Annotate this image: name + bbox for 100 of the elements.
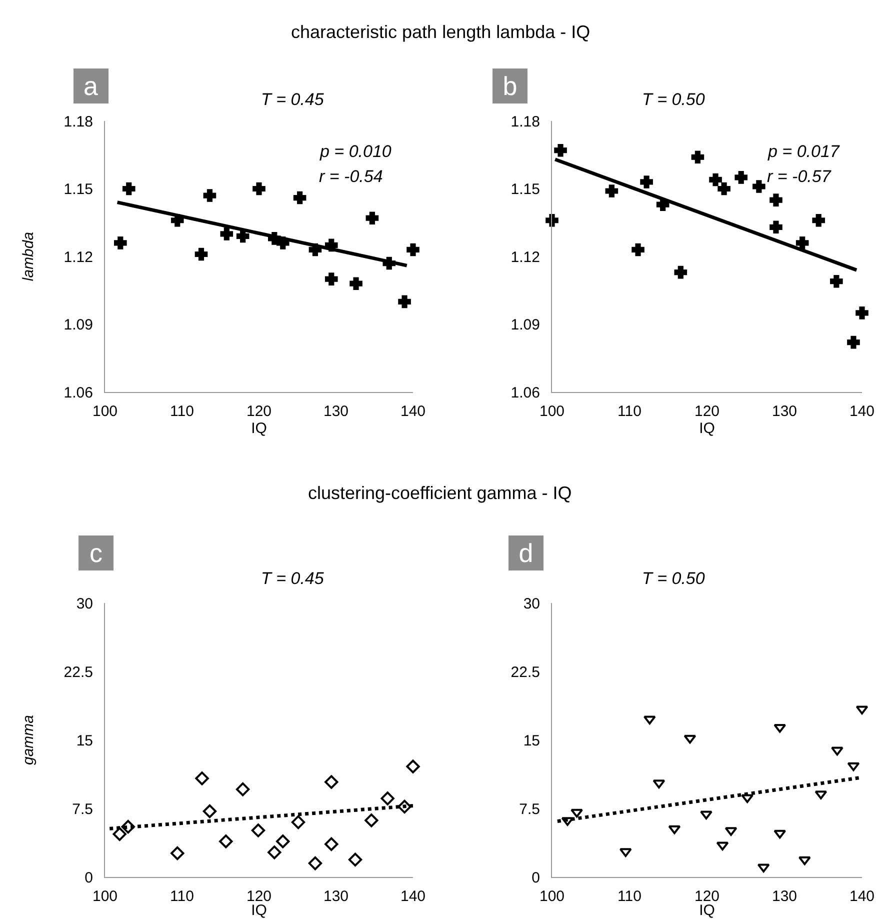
y-tick-label: 15 <box>76 732 93 750</box>
point <box>668 825 681 834</box>
chart-title: T = 0.50 <box>642 569 706 588</box>
x-axis-title: IQ <box>699 902 715 919</box>
point <box>847 336 860 349</box>
point <box>684 734 696 744</box>
y-tick-label: 7.5 <box>519 800 540 818</box>
point <box>268 845 282 860</box>
point <box>716 842 729 851</box>
point <box>718 182 730 196</box>
point <box>406 243 420 256</box>
point <box>546 214 558 227</box>
point <box>709 173 722 186</box>
point <box>734 171 748 184</box>
point <box>112 827 126 841</box>
point <box>194 248 208 261</box>
point <box>170 846 184 860</box>
point <box>406 760 420 774</box>
point <box>324 775 338 789</box>
chart-title: T = 0.45 <box>261 90 324 109</box>
point <box>605 184 618 198</box>
point <box>847 762 860 772</box>
point <box>691 150 704 164</box>
y-axis-title: lambda <box>20 232 38 282</box>
point <box>291 815 306 830</box>
point <box>812 214 825 227</box>
point <box>252 182 266 196</box>
y-tick-label: 1.12 <box>64 248 93 266</box>
point <box>674 266 688 279</box>
point <box>122 182 136 196</box>
point <box>293 191 306 204</box>
point <box>398 800 412 814</box>
point <box>220 228 234 240</box>
point <box>752 180 766 193</box>
point <box>364 814 378 828</box>
y-tick-label: 15 <box>523 732 540 750</box>
y-tick-label: 1.06 <box>510 384 540 402</box>
x-tick-label: 120 <box>694 888 720 905</box>
y-tick-label: 0 <box>84 869 93 886</box>
y-tick-label: 1.06 <box>64 384 93 402</box>
point <box>202 804 217 818</box>
x-tick-label: 120 <box>246 403 272 420</box>
x-tick-label: 110 <box>618 403 642 420</box>
point <box>830 274 843 288</box>
point <box>856 306 868 320</box>
point <box>770 220 782 234</box>
point <box>774 724 786 733</box>
x-tick-label: 100 <box>539 888 565 905</box>
x-tick-label: 140 <box>849 888 875 905</box>
point <box>770 194 782 206</box>
point <box>774 830 786 839</box>
text: d <box>518 538 534 568</box>
y-tick-label: 30 <box>523 595 540 612</box>
x-tick-label: 110 <box>170 403 194 420</box>
text: a <box>84 71 98 101</box>
x-tick-label: 120 <box>246 888 272 905</box>
x-tick-label: 110 <box>170 888 194 905</box>
point <box>798 856 811 866</box>
y-tick-label: 7.5 <box>72 800 93 818</box>
x-tick-label: 120 <box>694 403 720 420</box>
point <box>219 834 233 848</box>
point <box>308 856 322 870</box>
point <box>236 230 250 243</box>
x-tick-label: 140 <box>849 403 875 420</box>
annotation: r = -0.54 <box>319 167 383 186</box>
text: clustering-coefficient gamma - IQ <box>308 483 572 503</box>
point <box>366 212 379 225</box>
point <box>570 808 583 818</box>
x-tick-label: 130 <box>323 888 349 905</box>
point <box>554 144 567 157</box>
y-tick-label: 1.12 <box>510 248 540 266</box>
y-axis-title: gamma <box>20 714 38 766</box>
x-tick-label: 100 <box>539 403 565 420</box>
x-axis-title: IQ <box>251 420 267 437</box>
text: b <box>502 71 518 101</box>
point <box>195 772 209 786</box>
x-tick-label: 100 <box>92 888 118 905</box>
x-tick-label: 140 <box>400 403 426 420</box>
y-tick-label: 22.5 <box>64 664 93 681</box>
annotation: p = 0.010 <box>319 142 392 161</box>
annotation: p = 0.017 <box>767 142 840 161</box>
point <box>203 189 216 202</box>
x-axis-title: IQ <box>699 420 715 437</box>
y-tick-label: 1.09 <box>510 316 540 334</box>
x-tick-label: 130 <box>772 403 798 420</box>
point <box>831 746 844 756</box>
chart-title: T = 0.45 <box>261 569 324 588</box>
annotation: r = -0.57 <box>767 167 832 186</box>
point <box>380 792 394 806</box>
y-tick-label: 1.18 <box>64 113 93 130</box>
point <box>700 810 712 820</box>
point <box>640 176 653 188</box>
text: c <box>90 538 102 568</box>
x-axis-title: IQ <box>251 902 267 919</box>
point <box>324 272 338 286</box>
x-tick-label: 140 <box>400 888 426 905</box>
x-tick-label: 130 <box>772 888 798 905</box>
y-tick-label: 1.18 <box>510 113 540 130</box>
y-tick-label: 1.09 <box>64 316 93 334</box>
point <box>398 295 411 308</box>
